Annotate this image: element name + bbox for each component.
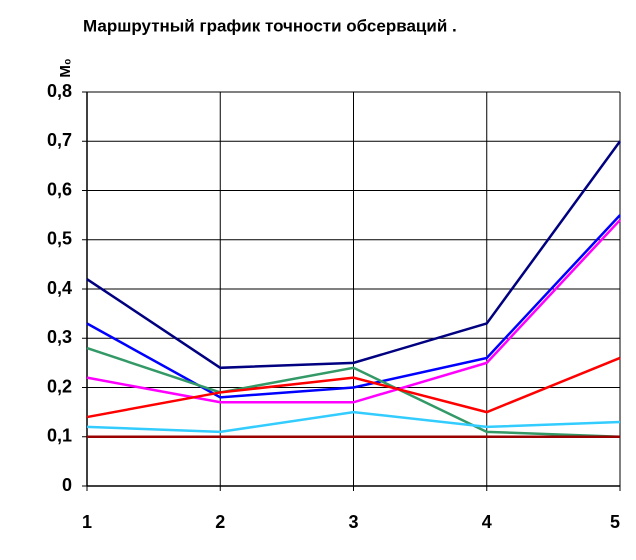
y-tick-label: 0,6 (47, 179, 72, 199)
series-line (86, 356, 621, 419)
x-tick-label: 2 (215, 512, 225, 532)
series-line (86, 214, 621, 399)
y-tick-label: 0,8 (47, 81, 72, 101)
x-tick-label: 3 (348, 512, 358, 532)
y-tick-label: 0,1 (47, 426, 72, 446)
y-tick-label: 0,7 (47, 130, 72, 150)
y-tick-label: 0 (62, 475, 72, 495)
series-line (86, 410, 621, 434)
x-tick-label: 1 (82, 512, 92, 532)
y-tick-label: 0,4 (47, 278, 72, 298)
series-line (86, 219, 621, 404)
y-tick-label: 0,2 (47, 376, 72, 396)
x-tick-label: 4 (482, 512, 492, 532)
y-tick-label: 0,5 (47, 229, 72, 249)
y-tick-label: 0,3 (47, 327, 72, 347)
series-line (86, 140, 622, 370)
series-line (86, 346, 621, 438)
y-axis-label: M₀ (57, 58, 74, 77)
x-tick-label: 5 (610, 512, 620, 532)
chart-title: Маршрутный график точности обсерваций . (83, 16, 457, 35)
